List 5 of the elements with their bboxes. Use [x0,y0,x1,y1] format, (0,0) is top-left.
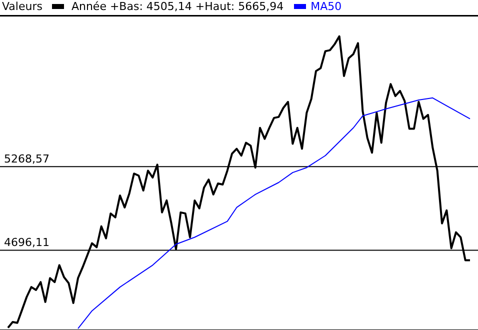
text: Année +Bas: 4505,14 +Haut: 5665,94 [71,0,284,13]
legend-label: MA50 [310,0,342,13]
legend-title: Valeurs [2,0,42,13]
y-tick-label: 5268,57 [4,152,50,166]
y-tick-label: 4696,11 [4,236,50,250]
